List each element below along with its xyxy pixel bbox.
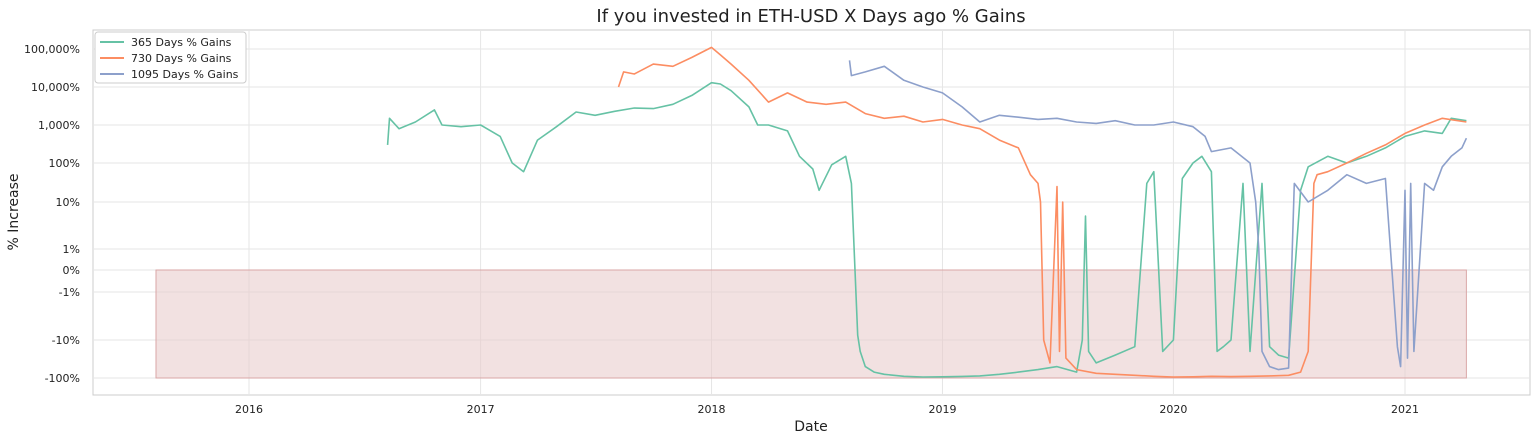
y-tick-label: -100% [45, 372, 80, 385]
x-tick-labels: 2016 2017 2018 2019 2020 2021 [235, 403, 1419, 416]
x-tick-label: 2017 [467, 403, 495, 416]
x-tick-label: 2019 [928, 403, 956, 416]
loss-region [155, 269, 1467, 379]
legend-label: 730 Days % Gains [131, 52, 232, 65]
series-line-1 [386, 81, 1467, 378]
y-tick-label: 100,000% [24, 43, 80, 56]
x-axis-label: Date [794, 419, 827, 435]
legend-label: 1095 Days % Gains [131, 68, 239, 81]
x-tick-label: 2021 [1391, 403, 1419, 416]
y-tick-label: 0% [63, 264, 80, 277]
legend-label: 365 Days % Gains [131, 36, 232, 49]
x-tick-label: 2018 [698, 403, 726, 416]
x-tick-label: 2020 [1159, 403, 1187, 416]
y-tick-label: 10,000% [31, 81, 80, 94]
series-line-3 [848, 60, 1468, 371]
y-tick-label: 1,000% [38, 119, 80, 132]
y-tick-label: -10% [52, 334, 80, 347]
y-tick-label: 1% [63, 243, 80, 256]
series-line-2 [617, 46, 1467, 378]
y-tick-label: -1% [59, 286, 80, 299]
legend-box [94, 31, 247, 84]
legend: 365 Days % Gains 730 Days % Gains 1095 Day… [94, 31, 247, 84]
y-axis-label: % Increase [6, 174, 22, 251]
loss-region-layer [155, 269, 1467, 379]
x-tick-label: 2016 [235, 403, 263, 416]
y-tick-label: 10% [56, 196, 80, 209]
y-tick-label: 100% [49, 157, 80, 170]
y-tick-labels: 100,000% 10,000% 1,000% 100% 10% 1% 0% -1% -10% -… [24, 43, 80, 385]
chart-title: If you invested in ETH-USD X Days ago % … [596, 6, 1025, 27]
series-lines [386, 46, 1468, 378]
